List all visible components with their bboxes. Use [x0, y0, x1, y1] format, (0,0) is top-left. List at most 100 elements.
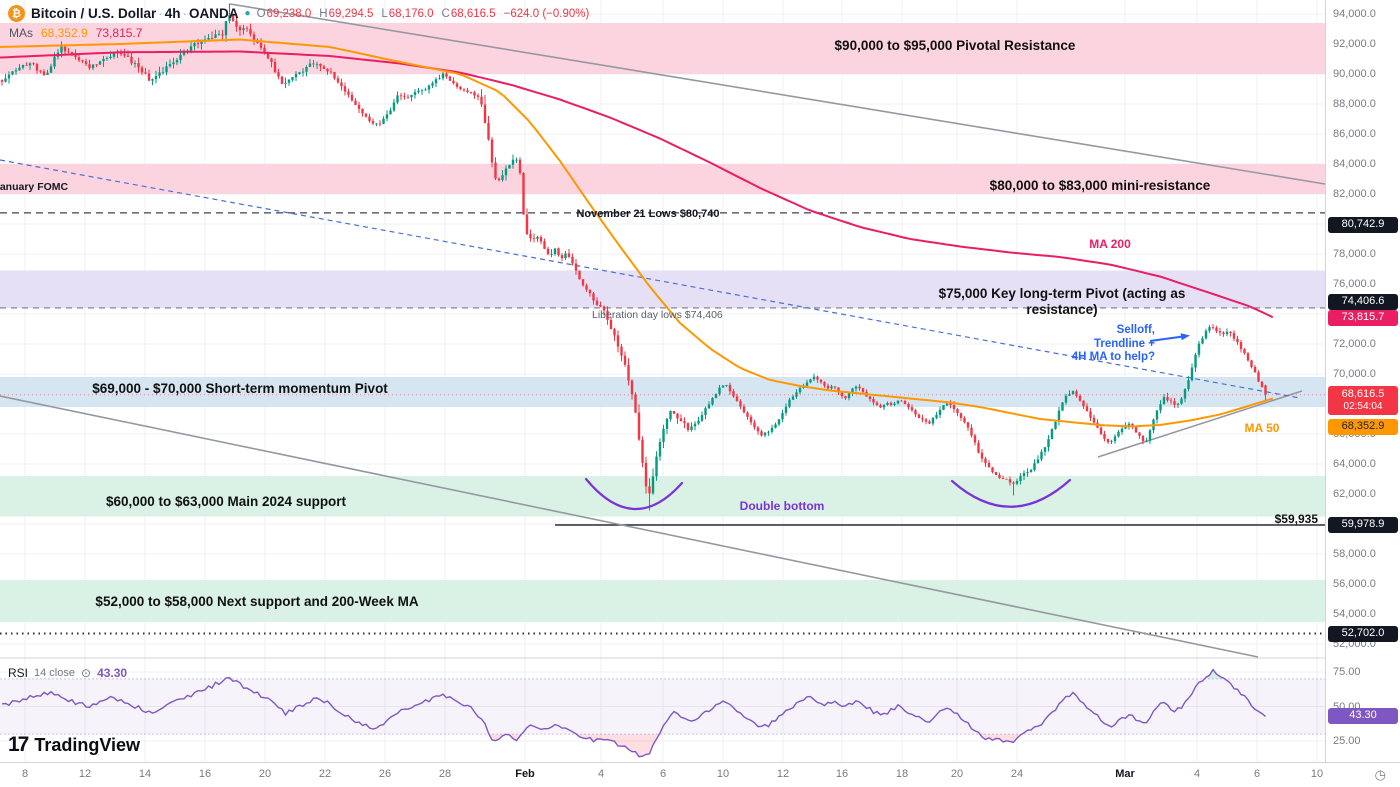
ma-legend[interactable]: MAs 68,352.9 73,815.7 — [8, 26, 589, 40]
chart-canvas[interactable] — [0, 0, 1325, 762]
band-next-support[interactable] — [0, 580, 1325, 622]
chip-liberation-lows: 74,406.6 — [1328, 293, 1398, 311]
key-pivot-label[interactable]: $75,000 Key long-term Pivot (acting as r… — [938, 286, 1186, 317]
ma50-label: MA 50 — [1244, 421, 1280, 435]
clock-icon[interactable]: ◷ — [1374, 767, 1386, 782]
ma-50-line[interactable] — [0, 38, 1273, 428]
price-tick: 76,000.0 — [1333, 278, 1376, 290]
price-tick: 82,000.0 — [1333, 188, 1376, 200]
open-label: O — [256, 7, 266, 20]
rsi-oversold-fill — [2, 734, 1269, 757]
ma50-value: 68,352.9 — [41, 26, 88, 40]
rsi-value: 43.30 — [97, 666, 128, 680]
band-momentum-pivot[interactable] — [0, 377, 1325, 407]
time-tick-26: 26 — [378, 768, 392, 780]
price-tick: 54,000.0 — [1333, 608, 1376, 620]
price-tick: 58,000.0 — [1333, 548, 1376, 560]
time-tick-22: 22 — [318, 768, 332, 780]
rsi-line[interactable] — [1, 668, 1266, 758]
tradingview-logo-icon: 17 — [8, 733, 29, 756]
time-tick-14: 14 — [138, 768, 152, 780]
ascending-support-trendline[interactable] — [1097, 390, 1303, 458]
resistance-zone-label[interactable]: $90,000 to $95,000 Pivotal Resistance — [834, 38, 1076, 53]
low-label: L — [381, 7, 388, 20]
price-tick: 92,000.0 — [1333, 38, 1376, 50]
market-status-icon[interactable]: ● — [244, 7, 251, 19]
long-term-descending-trendline[interactable] — [0, 159, 1301, 399]
time-tick-Feb: Feb — [515, 768, 535, 780]
price-tick: 84,000.0 — [1333, 158, 1376, 170]
january-fomc-label[interactable]: January FOMC — [0, 181, 69, 193]
selloff-annotation[interactable]: Selloff, Trendline + 4H MA to help? — [1071, 324, 1155, 364]
mas-label: MAs — [9, 26, 33, 40]
time-tick-16: 16 — [835, 768, 849, 780]
symbol-row: ₿ Bitcoin / U.S. Dollar · 4h · OANDA ● O 69,2… — [8, 4, 589, 23]
chart-annotations-layer: $90,000 to $95,000 Pivotal Resistance $80… — [0, 38, 1318, 609]
rsi-legend[interactable]: RSI 14 close ⊙ 43.30 — [8, 666, 127, 680]
time-tick-24: 24 — [1010, 768, 1024, 780]
chip-november-lows: 80,742.9 — [1328, 216, 1398, 234]
lower-descending-trendline[interactable] — [0, 395, 1259, 658]
upper-resistance-trendline[interactable] — [229, 3, 1325, 185]
band-main-support[interactable] — [0, 476, 1325, 517]
low-value: 68,176.0 — [388, 7, 434, 20]
mini-resistance-label[interactable]: $80,000 to $83,000 mini-resistance — [989, 178, 1211, 193]
price-axis[interactable]: 94,000.0 92,000.0 90,000.0 88,000.0 86,000.0… — [1325, 0, 1400, 762]
close-value: 68,616.5 — [450, 7, 496, 20]
timeframe-label: 4h — [164, 6, 181, 21]
time-tick-20: 20 — [950, 768, 964, 780]
double-bottom-arc-2[interactable] — [950, 478, 1072, 508]
price-tick: 90,000.0 — [1333, 68, 1376, 80]
price-tick: 72,000.0 — [1333, 338, 1376, 350]
exchange-label: OANDA — [189, 6, 239, 21]
double-bottom-arc-1[interactable] — [584, 477, 684, 511]
symbol-legend: ₿ Bitcoin / U.S. Dollar · 4h · OANDA ● O 69,2… — [8, 4, 589, 40]
main-support-label[interactable]: $60,000 to $63,000 Main 2024 support — [105, 494, 347, 509]
time-tick-10: 10 — [716, 768, 730, 780]
separator-dot: · — [158, 6, 163, 21]
rsi-settings-icon[interactable]: ⊙ — [81, 666, 92, 680]
double-bottom-label[interactable]: Double bottom — [739, 499, 825, 513]
ohlc-values: O 69,238.0 H 69,294.5 L 68,176.0 C 68,616.5 … — [257, 8, 590, 20]
price-tick: 88,000.0 — [1333, 98, 1376, 110]
price-tick: 64,000.0 — [1333, 458, 1376, 470]
symbol-name: Bitcoin / U.S. Dollar — [31, 6, 157, 21]
chip-ma50: 68,352.9 — [1328, 418, 1398, 436]
time-axis[interactable]: ◷ 8 12 14 16 20 22 26 28 Feb 4 6 10 12 16 18 20 24 Mar 4 6 1… — [0, 762, 1400, 787]
chip-dotted-level: 52,702.0 — [1328, 625, 1398, 643]
rsi-tick: 25.00 — [1333, 735, 1361, 747]
high-label: H — [319, 7, 328, 20]
time-tick-4: 4 — [597, 768, 605, 780]
next-support-label[interactable]: $52,000 to $58,000 Next support and 200-… — [95, 594, 419, 609]
time-tick-18: 18 — [895, 768, 909, 780]
close-label: C — [441, 7, 450, 20]
price-tick: 62,000.0 — [1333, 488, 1376, 500]
time-tick-6: 6 — [1253, 768, 1261, 780]
band-mini-resistance[interactable] — [0, 164, 1325, 194]
time-tick-10: 10 — [1310, 768, 1324, 780]
chart-pane[interactable]: $90,000 to $95,000 Pivotal Resistance $80… — [0, 0, 1325, 762]
time-tick-8: 8 — [21, 768, 29, 780]
floor-price-label[interactable]: $59,935 — [1274, 512, 1318, 526]
symbol-title[interactable]: Bitcoin / U.S. Dollar · 4h · OANDA — [31, 6, 239, 21]
rsi-params: 14 close — [34, 667, 75, 679]
momentum-pivot-label[interactable]: $69,000 - $70,000 Short-term momentum Pi… — [92, 381, 388, 396]
chip-rsi-value: 43.30 — [1328, 707, 1398, 725]
rsi-band — [0, 678, 1325, 735]
price-tick: 56,000.0 — [1333, 578, 1376, 590]
price-tick: 86,000.0 — [1333, 128, 1376, 140]
rsi-title[interactable]: RSI — [8, 666, 29, 680]
selloff-arrow[interactable] — [1149, 335, 1183, 342]
high-value: 69,294.5 — [328, 7, 374, 20]
ma200-value: 73,815.7 — [95, 26, 143, 40]
time-tick-6: 6 — [659, 768, 667, 780]
liberation-lows-label[interactable]: Liberation day lows $74,406 — [592, 309, 723, 321]
ma200-label: MA 200 — [1089, 237, 1131, 251]
time-tick-12: 12 — [776, 768, 790, 780]
band-pivotal-resistance[interactable] — [0, 23, 1325, 74]
tradingview-watermark[interactable]: 17 TradingView — [8, 733, 140, 757]
tradingview-logo-text: TradingView — [34, 734, 141, 755]
november-lows-label[interactable]: November 21 Lows $80,740 — [576, 208, 720, 220]
price-tick: 94,000.0 — [1333, 8, 1376, 20]
ma-200-line[interactable] — [0, 50, 1273, 318]
